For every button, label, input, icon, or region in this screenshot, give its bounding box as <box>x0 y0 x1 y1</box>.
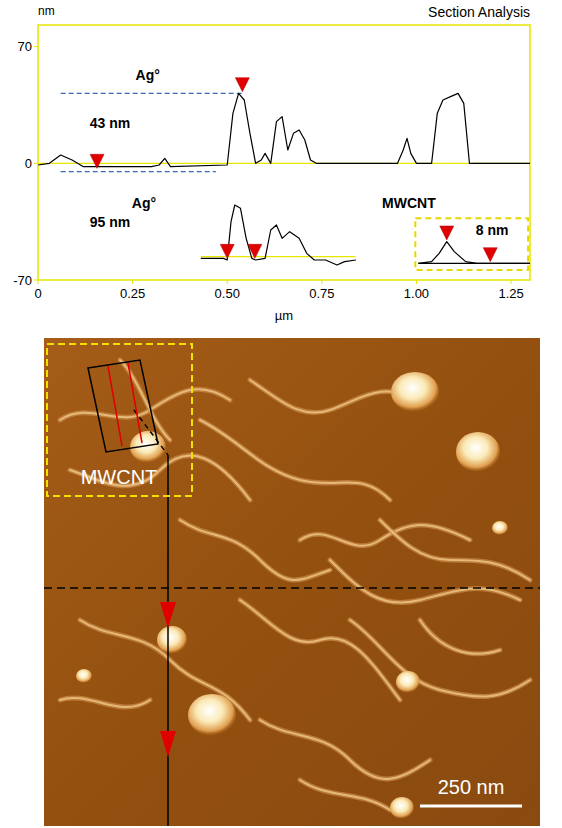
nanotube <box>60 698 150 707</box>
nanotube-highlight <box>240 600 400 700</box>
section-line <box>167 455 169 826</box>
nanotube <box>260 720 430 779</box>
scale-bar-label: 250 nm <box>438 776 505 798</box>
x-tick-label: 1.00 <box>404 286 429 301</box>
crosshair-horizontal <box>44 587 540 589</box>
nanotube <box>180 520 330 580</box>
x-tick <box>321 280 322 284</box>
nanotube <box>350 620 530 697</box>
annotation: Ag° <box>132 195 156 211</box>
nanotube-highlight <box>200 420 390 500</box>
x-tick <box>38 280 39 284</box>
section-box-cursor <box>128 363 142 443</box>
silver-particle <box>391 372 439 412</box>
nanotube-highlight <box>180 520 330 580</box>
silver-particle <box>390 797 414 819</box>
cursor-marker <box>220 244 234 258</box>
y-tick-label: -70 <box>13 273 32 288</box>
guide-line <box>61 171 216 172</box>
image-cursor <box>160 602 176 628</box>
x-tick <box>132 280 133 284</box>
nanotube <box>330 560 520 603</box>
title: Section Analysis <box>428 4 530 20</box>
silver-particle <box>76 669 92 683</box>
annotation: MWCNT <box>382 195 436 211</box>
profile-line <box>38 93 530 166</box>
section-line-dashed <box>134 410 168 455</box>
baseline <box>38 163 530 164</box>
nanotube <box>70 456 250 500</box>
scale-bar <box>420 805 522 808</box>
afm-background <box>44 338 540 826</box>
nanotube <box>380 520 530 580</box>
x-tick-label: 0.25 <box>120 286 145 301</box>
nanotube <box>120 360 170 440</box>
y-tick <box>34 280 38 281</box>
nanotube <box>420 620 500 654</box>
section-box <box>88 360 158 452</box>
y-tick <box>34 163 38 164</box>
image-cursor <box>160 731 176 757</box>
x-tick <box>511 280 512 284</box>
cursor-marker <box>235 78 249 92</box>
silver-particle <box>456 432 500 472</box>
guide-line <box>61 93 243 94</box>
nanotube-highlight <box>350 620 530 697</box>
nanotube-highlight <box>70 456 250 500</box>
nanotube-highlight <box>60 698 150 707</box>
nanotube <box>240 600 400 700</box>
y-tick-label: 0 <box>25 156 32 171</box>
x-tick-label: 1.25 <box>498 286 523 301</box>
mwcnt-box <box>47 344 192 496</box>
nanotube-highlight <box>260 720 430 779</box>
y-tick-label: 70 <box>18 39 32 54</box>
profile-line <box>418 242 530 264</box>
nanotube-highlight <box>330 560 520 603</box>
x-tick-label: 0 <box>34 286 41 301</box>
cursor-marker <box>90 154 104 168</box>
nanotube-highlight <box>120 360 170 440</box>
annotation: 8 nm <box>476 222 509 238</box>
silver-particle <box>188 694 236 736</box>
profile-line <box>201 205 356 265</box>
nanotube <box>200 420 390 500</box>
silver-particle <box>492 521 508 535</box>
x-tick <box>416 280 417 284</box>
afm-image <box>44 338 540 826</box>
y-tick <box>34 46 38 47</box>
silver-particle <box>157 626 187 654</box>
inset-box <box>415 218 528 270</box>
x-axis-title: µm <box>275 308 293 323</box>
cursor-marker <box>440 226 454 240</box>
cursor-marker <box>483 248 497 262</box>
silver-particle <box>396 671 420 693</box>
annotation: Ag° <box>136 67 160 83</box>
x-tick-label: 0.75 <box>309 286 334 301</box>
annotation: 95 nm <box>90 214 130 230</box>
nanotube-highlight <box>420 620 500 654</box>
x-tick <box>227 280 228 284</box>
baseline <box>201 256 356 257</box>
region-label: MWCNT <box>81 466 158 488</box>
nanotube <box>300 780 390 810</box>
cursor-marker <box>248 244 262 258</box>
nanotube-highlight <box>380 520 530 580</box>
annotation: 43 nm <box>90 115 130 131</box>
plot-area <box>38 78 530 270</box>
plot-frame <box>38 25 530 280</box>
figure: Section Analysisnmµm-7007000.250.500.751… <box>0 0 562 828</box>
y-axis-title: nm <box>38 4 55 18</box>
nanotube-highlight <box>300 780 390 810</box>
section-box-cursor <box>108 366 122 446</box>
x-tick-label: 0.50 <box>215 286 240 301</box>
